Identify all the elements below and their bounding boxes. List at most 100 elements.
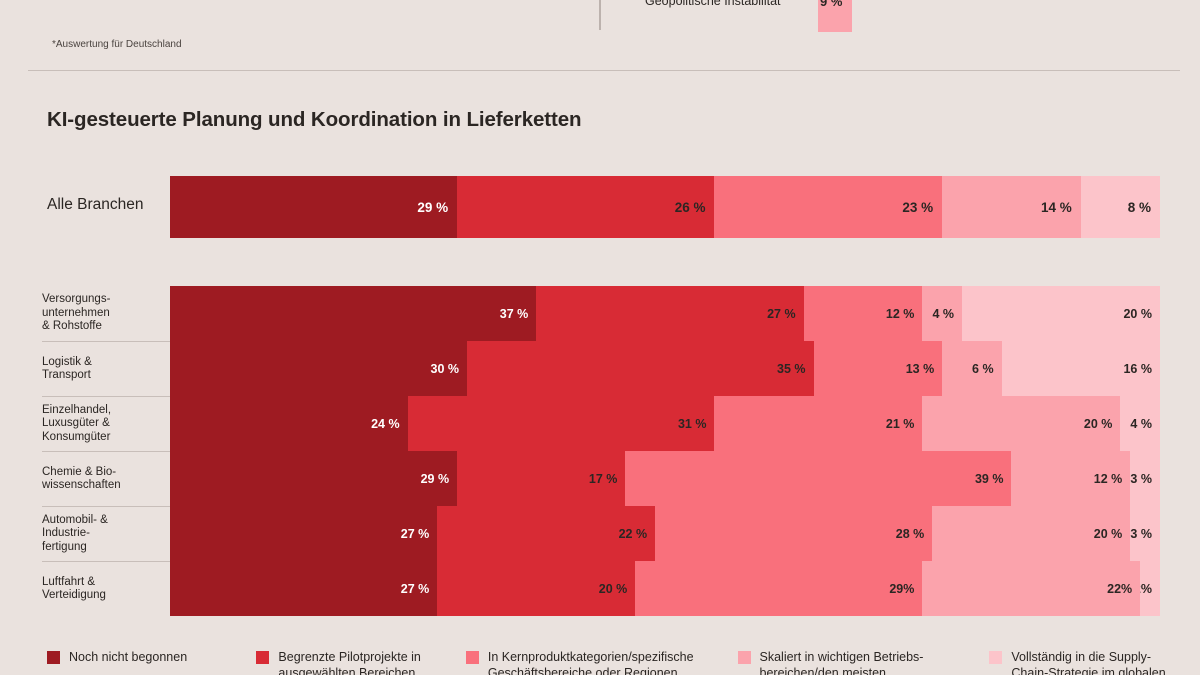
segment-value-label: 31 % — [677, 416, 707, 431]
segment-value-label: 12 % — [885, 306, 915, 321]
segment-value-label: 2% — [1140, 581, 1152, 596]
segment-value-label: 24 % — [371, 416, 400, 431]
segment-value-label: 28 % — [895, 526, 925, 541]
legend-swatch-icon — [47, 651, 60, 664]
footnote: *Auswertung für Deutschland — [52, 39, 182, 50]
bar-segment: 4 % — [1120, 396, 1160, 451]
segment-value-label: 20 % — [1123, 306, 1152, 321]
industry-row: Chemie & Bio-wissenschaften 29 % 17 % 39 % 1… — [0, 451, 1200, 506]
bar-segment: 22 % — [437, 506, 656, 561]
industry-label: Automobil- & Industrie-fertigung — [42, 506, 170, 561]
segment-value-label: 29 % — [417, 199, 449, 215]
segment-value-label: 4 % — [1130, 416, 1152, 431]
industry-label: Logistik & Transport — [42, 341, 170, 396]
bar-segment: 20 % — [437, 561, 636, 616]
industry-row: Versorgungs-unternehmen & Rohstoffe 37 % 27… — [0, 286, 1200, 341]
segment-value-label: 29 % — [420, 471, 450, 486]
bar-segment: 20 % — [922, 396, 1121, 451]
segment-value-label: 17 % — [588, 471, 618, 486]
segment-value-label: 27 % — [400, 581, 430, 596]
industry-label-text: Automobil- & Industrie-fertigung — [42, 513, 108, 553]
bar-segment: 20 % — [932, 506, 1131, 561]
bar-segment: 8 % — [1080, 176, 1160, 238]
bar-segment: 3 % — [1130, 451, 1160, 506]
segment-value-label: 14 % — [1040, 199, 1072, 215]
remnant-axis-line — [599, 0, 601, 30]
segment-value-label: 4 % — [932, 306, 954, 321]
segment-value-label: 3 % — [1130, 526, 1152, 541]
industry-stacked-bar: 27 % 20 % 29% 22% 2% — [170, 561, 1160, 616]
legend-swatch-icon — [256, 651, 270, 664]
bar-segment: 22% — [922, 561, 1141, 616]
industry-label: Chemie & Bio-wissenschaften — [42, 451, 170, 506]
segment-value-label: 29% — [889, 581, 915, 596]
segment-value-label: 35 % — [777, 361, 806, 376]
bar-segment: 23 % — [714, 176, 943, 238]
industry-label-text: Versorgungs-unternehmen & Rohstoffe — [42, 293, 111, 333]
industry-label-text: Chemie & Bio-wissenschaften — [42, 465, 121, 492]
segment-value-label: 27 % — [400, 526, 430, 541]
segment-value-label: 22% — [1107, 581, 1133, 596]
segment-value-label: 3 % — [1130, 471, 1152, 486]
legend-label: Noch nicht begonnen — [69, 650, 188, 664]
segment-value-label: 26 % — [674, 199, 706, 215]
segment-value-label: 20 % — [1083, 416, 1113, 431]
segment-value-label: 39 % — [974, 471, 1004, 486]
segment-value-label: 27 % — [767, 306, 796, 321]
legend-label: Vollständig in die Supply-Chain-Strategi… — [1011, 650, 1166, 675]
segment-value-label: 6 % — [972, 361, 994, 376]
industry-label-text: Logistik & Transport — [42, 355, 92, 382]
bar-segment: 28 % — [655, 506, 933, 561]
bar-segment: 29% — [635, 561, 923, 616]
legend-item[interactable]: Begrenzte Pilotprojekte in ausgewählten … — [256, 650, 465, 675]
segment-value-label: 37 % — [499, 306, 529, 321]
bar-segment: 27 % — [170, 506, 438, 561]
bar-segment: 21 % — [714, 396, 923, 451]
bar-segment: 26 % — [457, 176, 715, 238]
industry-row: Luftfahrt &Verteidigung 27 % 20 % 29% 22% 2% — [0, 561, 1200, 616]
bar-segment: 17 % — [457, 451, 626, 506]
bar-segment: 13 % — [813, 341, 943, 396]
bar-segment: 39 % — [625, 451, 1012, 506]
legend-item[interactable]: Noch nicht begonnen — [47, 650, 256, 675]
industry-stacked-bar: 27 % 22 % 28 % 20 % 3 % — [170, 506, 1160, 561]
previous-chart-remnant: Geopolitische Instabilität 9 % — [0, 0, 1200, 58]
legend-item[interactable]: Vollständig in die Supply-Chain-Strategi… — [989, 650, 1187, 675]
bar-segment: 29 % — [170, 451, 458, 506]
legend-swatch-icon — [737, 651, 751, 664]
overall-row: Alle Branchen 29 % 26 % 23 % 14 % 8 % — [0, 176, 1200, 242]
remnant-bar — [818, 0, 852, 32]
bar-segment: 3 % — [1130, 506, 1160, 561]
legend-label: In Kernproduktkategorien/spezifische Ges… — [487, 650, 694, 675]
bar-segment: 30 % — [170, 341, 467, 396]
overall-stacked-bar: 29 % 26 % 23 % 14 % 8 % — [170, 176, 1160, 238]
legend-label: Begrenzte Pilotprojekte in ausgewählten … — [278, 650, 421, 675]
segment-value-label: 23 % — [902, 199, 934, 215]
bar-segment: 31 % — [407, 396, 715, 451]
segment-value-label: 22 % — [618, 526, 648, 541]
industry-row: Automobil- & Industrie-fertigung 27 % 22 % 2… — [0, 506, 1200, 561]
segment-value-label: 30 % — [430, 361, 460, 376]
industry-label: Luftfahrt & Verteidigung — [42, 561, 170, 616]
bar-segment: 27 % — [536, 286, 804, 341]
remnant-value-label: 9 % — [820, 0, 843, 9]
bar-segment: 16 % — [1001, 341, 1160, 396]
segment-value-label: 20 % — [1093, 526, 1123, 541]
industry-stacked-bar: 29 % 17 % 39 % 12 % 3 % — [170, 451, 1160, 506]
segment-value-label: 13 % — [905, 361, 935, 376]
remnant-category-label: Geopolitische Instabilität — [645, 0, 781, 8]
chart-legend: Noch nicht begonnen Begrenzte Pilotprojek… — [47, 650, 1187, 675]
bar-segment: 12 % — [1011, 451, 1131, 506]
bar-segment: 37 % — [170, 286, 537, 341]
segment-value-label: 16 % — [1123, 361, 1152, 376]
bar-segment: 20 % — [961, 286, 1160, 341]
legend-item[interactable]: In Kernproduktkategorien/spezifische Ges… — [465, 650, 738, 675]
industry-row: Einzelhandel, Luxusgüter & Konsumgüter 24 %… — [0, 396, 1200, 451]
legend-item[interactable]: Skaliert in wichtigen Betriebs-bereichen… — [737, 650, 990, 675]
segment-value-label: 20 % — [598, 581, 628, 596]
bar-segment: 24 % — [170, 396, 408, 451]
bar-segment: 6 % — [942, 341, 1002, 396]
industry-label: Versorgungs-unternehmen & Rohstoffe — [42, 286, 170, 341]
legend-label: Skaliert in wichtigen Betriebs-bereichen… — [759, 650, 924, 675]
segment-value-label: 8 % — [1127, 199, 1151, 215]
